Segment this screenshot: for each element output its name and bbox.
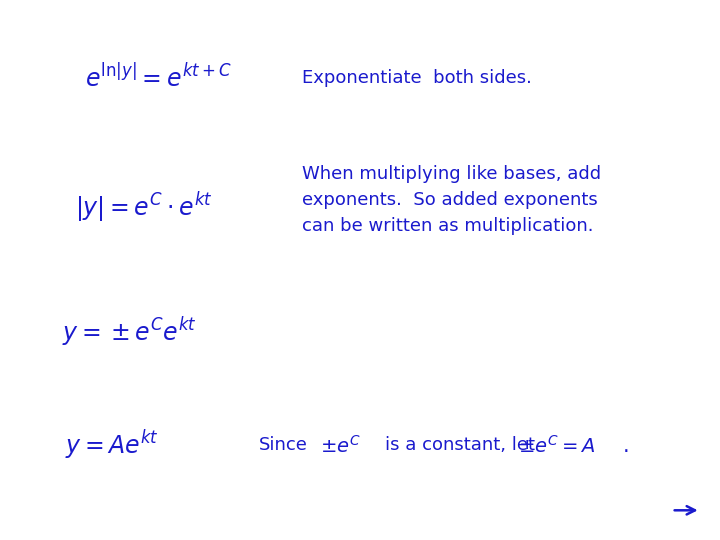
Text: $y = \pm e^{C} e^{kt}$: $y = \pm e^{C} e^{kt}$ <box>62 315 197 349</box>
Text: $y = Ae^{kt}$: $y = Ae^{kt}$ <box>65 429 158 462</box>
Text: Since: Since <box>259 436 308 455</box>
Text: $|y| = e^{C} \cdot e^{kt}$: $|y| = e^{C} \cdot e^{kt}$ <box>75 191 213 225</box>
Text: Exponentiate  both sides.: Exponentiate both sides. <box>302 69 532 87</box>
Text: $e^{\ln|y|} = e^{kt+C}$: $e^{\ln|y|} = e^{kt+C}$ <box>85 64 232 92</box>
Text: $\pm e^{C} = A$: $\pm e^{C} = A$ <box>518 435 595 456</box>
Text: can be written as multiplication.: can be written as multiplication. <box>302 217 594 235</box>
Text: is a constant, let: is a constant, let <box>385 436 535 455</box>
Text: exponents.  So added exponents: exponents. So added exponents <box>302 191 598 209</box>
Text: When multiplying like bases, add: When multiplying like bases, add <box>302 165 601 183</box>
Text: $\pm e^{C}$: $\pm e^{C}$ <box>320 435 361 456</box>
Text: .: . <box>623 435 629 456</box>
